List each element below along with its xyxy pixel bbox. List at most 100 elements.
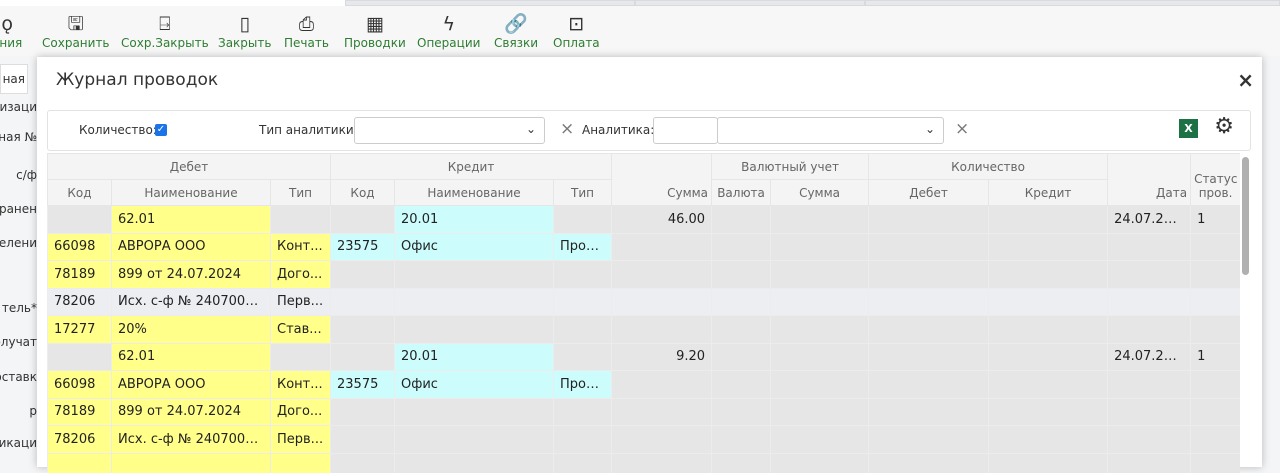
analytic-code-input[interactable] [653, 117, 718, 144]
cell-dn: Исх. с-ф № 24070090 ... [111, 425, 271, 454]
cell-qd [868, 287, 990, 316]
table-row[interactable]: 78189 899 от 24.07.2024 Дого... [47, 260, 1240, 289]
cell-dt: Конт... [269, 370, 332, 399]
col-credit-name[interactable]: Наименование [394, 179, 555, 206]
toolbar-button-7[interactable]: 🔗 Связки [494, 12, 538, 50]
cell-dk [47, 342, 112, 371]
col-debit-type[interactable]: Тип [269, 179, 332, 206]
toolbar-button-1[interactable]: 🖫 Сохранить [42, 12, 110, 50]
clear-analytic-type-icon[interactable]: × [560, 119, 575, 139]
cell-date [1107, 452, 1192, 473]
cell-ck [330, 425, 396, 454]
clear-analytic-icon[interactable]: × [955, 119, 970, 139]
cell-dt [269, 205, 332, 234]
col-date[interactable]: Дата [1107, 153, 1192, 206]
col-currency[interactable]: Валюта [711, 179, 772, 206]
cell-ct [553, 342, 613, 371]
toolbar-button-0[interactable]: ǫения [0, 12, 22, 50]
table-row[interactable]: 62.01 20.01 46.00 24.07.2024 1 [47, 205, 1240, 234]
toolbar-label: Сохранить [42, 36, 110, 50]
toolbar-button-2[interactable]: ⍈ Сохр.Закрыть [121, 12, 209, 50]
cell-date [1107, 315, 1192, 344]
toolbar-button-5[interactable]: ▦ Проводки [344, 12, 406, 50]
cell-cur [711, 397, 772, 426]
cell-sum [611, 287, 713, 316]
cell-status [1190, 315, 1240, 344]
table-row[interactable]: 78189 899 от 24.07.2024 Дого... [47, 397, 1240, 426]
bolt-icon: ϟ [442, 13, 455, 35]
table-row[interactable]: 66098 АВРОРА ООО Конт... 23575 Офис Прое... [47, 232, 1240, 261]
table-row[interactable]: 62.01 20.01 9.20 24.07.2024 1 [47, 342, 1240, 371]
cell-csum [770, 452, 870, 473]
cell-qc [988, 342, 1109, 371]
col-qty-credit[interactable]: Кредит [988, 179, 1109, 206]
top-tabs-strip [0, 0, 1280, 6]
quantity-checkbox[interactable]: ✓ [155, 123, 167, 136]
cell-csum [770, 425, 870, 454]
form-field-label: тель* [1, 301, 37, 315]
cell-dn: АВРОРА ООО [111, 370, 271, 399]
cell-ct [553, 397, 613, 426]
cell-sum [611, 260, 713, 289]
toolbar-button-6[interactable]: ϟ Операции [417, 12, 480, 50]
cell-qd [868, 370, 990, 399]
col-credit-type[interactable]: Тип [553, 179, 613, 206]
table-row[interactable]: 78206 Исх. с-ф № 24070090 ... Перв... [47, 287, 1240, 316]
cell-sum: 46.00 [611, 205, 713, 234]
group-currency: Валютный учет [711, 153, 870, 180]
cell-csum [770, 205, 870, 234]
chevron-down-icon: ⌄ [924, 122, 935, 136]
table-row[interactable]: 78206 Исх. с-ф № 24070090 ... Перв... [47, 425, 1240, 454]
toolbar-button-4[interactable]: ⎙ Печать [284, 12, 329, 50]
toolbar-label: Закрыть [218, 36, 272, 50]
cell-date [1107, 397, 1192, 426]
cell-qd [868, 425, 990, 454]
form-field-label: икаци [0, 436, 37, 450]
cell-dt: Дого... [269, 260, 332, 289]
cell-cur [711, 425, 772, 454]
toolbar-button-3[interactable]: ▯ Закрыть [218, 12, 271, 50]
cell-qc [988, 260, 1109, 289]
analytic-label: Аналитика: [582, 123, 655, 137]
cell-status [1190, 232, 1240, 261]
table-row[interactable]: 17277 20% Став... [47, 315, 1240, 344]
excel-export-icon[interactable]: X [1179, 119, 1198, 138]
cell-qd [868, 260, 990, 289]
table-row[interactable]: 66098 АВРОРА ООО Конт... 23575 Офис Прое... [47, 370, 1240, 399]
cell-csum [770, 370, 870, 399]
cell-dk: 66098 [47, 232, 112, 261]
close-icon[interactable]: × [1237, 68, 1254, 92]
cell-qd [868, 452, 990, 473]
analytic-type-select[interactable]: ⌄ [354, 117, 545, 144]
cell-status: 1 [1190, 205, 1240, 234]
cell-date: 24.07.2024 [1107, 342, 1192, 371]
toolbar-label: Операции [417, 36, 481, 50]
form-tab[interactable]: ная [0, 64, 28, 94]
lightbulb-icon: ǫ [1, 13, 13, 35]
toolbar-label: Печать [284, 36, 329, 50]
cell-ct [553, 452, 613, 473]
vertical-scrollbar[interactable] [1242, 157, 1250, 457]
col-debit-name[interactable]: Наименование [111, 179, 271, 206]
cell-cn [394, 315, 555, 344]
form-field-label: р [29, 404, 37, 418]
cell-cn: 20.01 [394, 342, 555, 371]
col-credit-code[interactable]: Код [330, 179, 396, 206]
calculator-icon: ▦ [365, 13, 384, 35]
gear-icon[interactable]: ⚙ [1214, 114, 1234, 139]
entries-grid: Дебет Кредит Сумма Валютный учет Количес… [47, 153, 1240, 473]
cell-dn: 62.01 [111, 205, 271, 234]
cell-date [1107, 287, 1192, 316]
cell-ck [330, 315, 396, 344]
analytic-select[interactable]: ⌄ [717, 117, 944, 144]
cell-ct [553, 315, 613, 344]
col-currency-sum[interactable]: Сумма [770, 179, 870, 206]
col-status[interactable]: Статус пров. [1190, 153, 1240, 206]
toolbar-button-8[interactable]: ⊡ Оплата [553, 12, 600, 50]
table-row[interactable] [47, 452, 1240, 473]
cell-csum [770, 397, 870, 426]
cell-status [1190, 260, 1240, 289]
col-qty-debit[interactable]: Дебет [868, 179, 990, 206]
col-debit-code[interactable]: Код [47, 179, 112, 206]
col-sum[interactable]: Сумма [611, 153, 713, 206]
